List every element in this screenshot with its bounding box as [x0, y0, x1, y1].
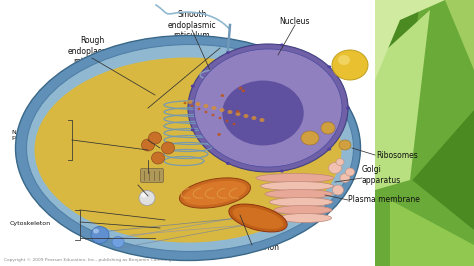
Ellipse shape: [180, 178, 251, 208]
Ellipse shape: [219, 108, 225, 112]
Polygon shape: [375, 10, 430, 190]
Ellipse shape: [142, 139, 155, 151]
Text: Cytoskeleton: Cytoskeleton: [10, 222, 51, 227]
Polygon shape: [390, 200, 474, 266]
Ellipse shape: [27, 44, 354, 251]
Ellipse shape: [139, 190, 155, 206]
Ellipse shape: [141, 193, 147, 197]
Ellipse shape: [332, 50, 368, 80]
Ellipse shape: [346, 106, 350, 110]
Ellipse shape: [242, 89, 245, 92]
Polygon shape: [395, 0, 474, 200]
Ellipse shape: [16, 35, 361, 260]
Ellipse shape: [226, 120, 228, 122]
FancyBboxPatch shape: [140, 168, 164, 182]
Ellipse shape: [336, 159, 344, 165]
Ellipse shape: [228, 110, 233, 114]
Ellipse shape: [191, 85, 195, 88]
Ellipse shape: [259, 118, 264, 122]
Ellipse shape: [195, 102, 201, 106]
Ellipse shape: [91, 227, 109, 243]
Text: Lysosome: Lysosome: [148, 134, 185, 143]
Ellipse shape: [244, 114, 248, 118]
Ellipse shape: [338, 55, 350, 65]
Ellipse shape: [219, 117, 221, 119]
Ellipse shape: [194, 49, 342, 167]
Ellipse shape: [226, 162, 230, 165]
Polygon shape: [375, 150, 474, 266]
Ellipse shape: [218, 133, 221, 136]
Text: Microfilament: Microfilament: [84, 235, 127, 240]
Ellipse shape: [203, 104, 209, 108]
Ellipse shape: [211, 114, 215, 116]
Ellipse shape: [236, 112, 240, 116]
Ellipse shape: [327, 65, 331, 68]
Text: Microtubule: Microtubule: [84, 207, 121, 213]
Ellipse shape: [270, 197, 332, 206]
Ellipse shape: [332, 185, 344, 195]
Text: Rough
endoplasmic
reticulum: Rough endoplasmic reticulum: [68, 36, 116, 66]
Text: Ribosomes: Ribosomes: [376, 151, 418, 160]
Text: Centriole: Centriole: [148, 153, 183, 163]
Ellipse shape: [211, 106, 217, 110]
Ellipse shape: [183, 102, 186, 104]
Ellipse shape: [233, 207, 283, 229]
Ellipse shape: [274, 206, 332, 214]
Ellipse shape: [229, 204, 287, 232]
Ellipse shape: [239, 87, 242, 90]
Ellipse shape: [191, 128, 195, 131]
Ellipse shape: [112, 236, 124, 247]
Polygon shape: [375, 0, 445, 80]
Ellipse shape: [226, 51, 230, 54]
Ellipse shape: [35, 57, 341, 243]
Ellipse shape: [148, 132, 162, 144]
Ellipse shape: [280, 43, 284, 47]
Polygon shape: [375, 0, 474, 266]
Ellipse shape: [188, 44, 348, 172]
Text: Copyright © 2009 Pearson Education, Inc., publishing as Benjamin Cummings.: Copyright © 2009 Pearson Education, Inc.…: [4, 258, 175, 262]
Ellipse shape: [339, 140, 351, 150]
Ellipse shape: [252, 116, 256, 120]
Text: Intermediate
filament: Intermediate filament: [84, 217, 125, 227]
Ellipse shape: [327, 148, 331, 151]
Text: Plasma membrane: Plasma membrane: [348, 196, 420, 205]
Ellipse shape: [188, 100, 192, 104]
Ellipse shape: [162, 142, 174, 154]
Ellipse shape: [328, 163, 341, 173]
Ellipse shape: [340, 173, 350, 182]
Text: Mitochondrion: Mitochondrion: [225, 243, 280, 252]
Ellipse shape: [198, 108, 201, 110]
Ellipse shape: [222, 81, 304, 146]
Ellipse shape: [301, 131, 319, 145]
Ellipse shape: [220, 94, 224, 97]
Text: Peroxisome: Peroxisome: [138, 178, 182, 188]
Ellipse shape: [152, 152, 164, 164]
Text: Not in most
plant cells: Not in most plant cells: [12, 130, 49, 140]
Text: Smooth
endoplasmic
reticulum: Smooth endoplasmic reticulum: [168, 10, 216, 40]
Ellipse shape: [191, 105, 193, 107]
Ellipse shape: [183, 181, 246, 205]
Ellipse shape: [204, 111, 208, 113]
Ellipse shape: [279, 214, 331, 222]
Text: Nucleus: Nucleus: [280, 18, 310, 27]
Ellipse shape: [93, 228, 99, 234]
Text: Flagellum: Flagellum: [148, 103, 186, 113]
Polygon shape: [445, 0, 474, 70]
Ellipse shape: [346, 168, 355, 176]
Ellipse shape: [321, 122, 335, 134]
Text: Golgi
apparatus: Golgi apparatus: [362, 165, 401, 185]
Ellipse shape: [261, 181, 334, 190]
Ellipse shape: [256, 173, 334, 182]
Ellipse shape: [236, 110, 239, 113]
Ellipse shape: [265, 189, 333, 198]
Ellipse shape: [280, 169, 284, 173]
Ellipse shape: [233, 123, 236, 125]
